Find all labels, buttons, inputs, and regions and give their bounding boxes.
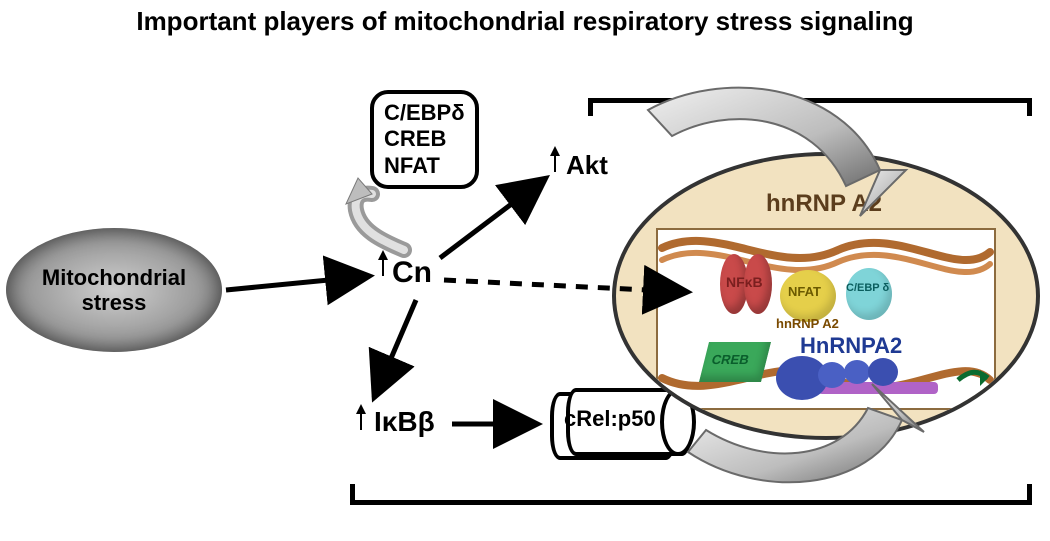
bottom-bracket (350, 500, 1032, 505)
top-bracket-right-drop (1027, 98, 1032, 116)
hnrnp-title: hnRNP A2 (766, 190, 882, 218)
nucleus-inner-panel: NFκB NFAT C/EBP δ hnRNP A2 CREB (656, 228, 996, 410)
tf-box-line-1: C/EBPδ (384, 100, 465, 126)
top-bracket-left-drop (588, 98, 593, 116)
tf-box-line-2: CREB (384, 126, 465, 152)
cn-label: Cn (392, 256, 432, 290)
ikbb-up-icon (356, 404, 366, 414)
tf-box: C/EBPδ CREB NFAT (370, 90, 479, 189)
mitochondria-label: Mitochondrial stress (42, 265, 186, 316)
akt-label: Akt (566, 150, 608, 181)
tf-box-line-3: NFAT (384, 153, 465, 179)
hnrnp-small-label: hnRNP A2 (776, 316, 839, 331)
nfkb-label: NFκB (726, 274, 763, 290)
polymerase-blob-2 (818, 362, 846, 388)
ikbb-label: IκBβ (374, 406, 435, 438)
mitochondria-node: Mitochondrial stress (6, 228, 222, 352)
polymerase-blob-3 (844, 360, 870, 384)
creb-label: CREB (710, 352, 751, 367)
bottom-bracket-right-rise (1027, 484, 1032, 504)
cn-up-icon (378, 250, 388, 260)
hnrnpa2-big-label: HnRNPA2 (800, 333, 902, 359)
bottom-bracket-left-rise (350, 484, 355, 504)
polymerase-blob-4 (868, 358, 898, 386)
page-title: Important players of mitochondrial respi… (0, 6, 1050, 37)
top-bracket (588, 98, 1032, 103)
akt-up-icon (550, 146, 560, 156)
cebp-label: C/EBP δ (846, 282, 889, 294)
cebp-protein (846, 268, 892, 320)
crel-label: cRel:p50 (564, 406, 656, 432)
diagram-stage: Important players of mitochondrial respi… (0, 0, 1050, 541)
nfat-label: NFAT (788, 284, 821, 299)
